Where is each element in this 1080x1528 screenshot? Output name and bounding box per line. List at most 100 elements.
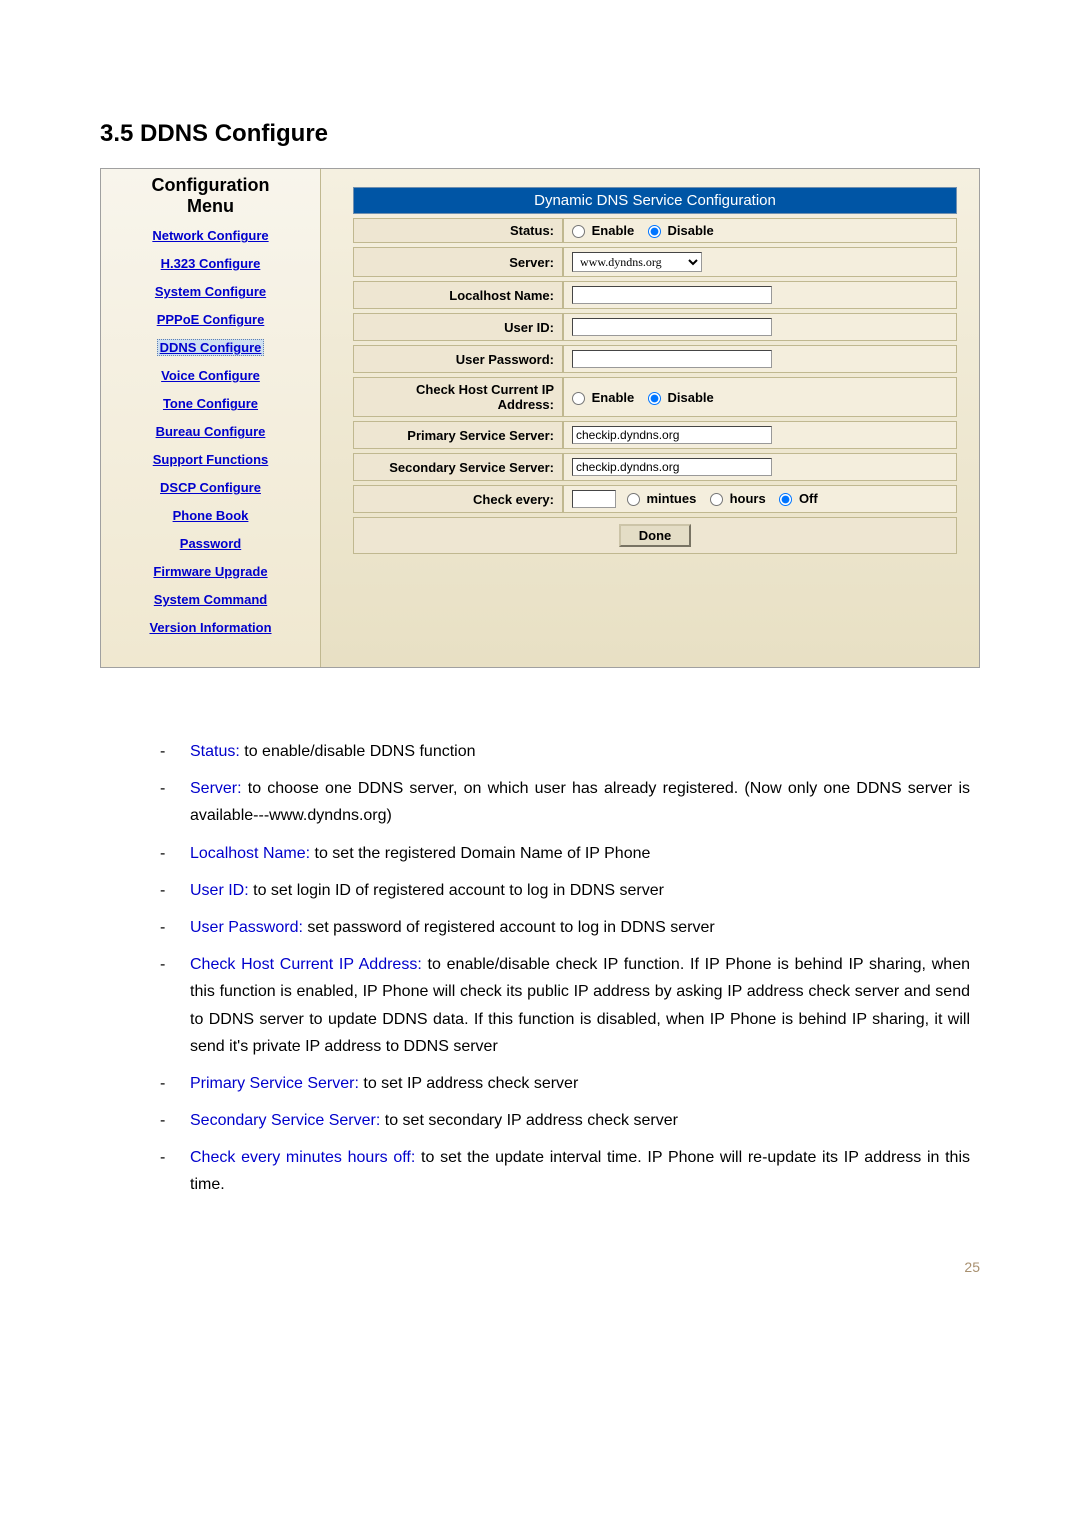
description-term: Check every minutes hours off: xyxy=(190,1149,415,1166)
description-body: to set IP address check server xyxy=(359,1075,578,1092)
sidebar-link[interactable]: Voice Configure xyxy=(161,368,260,383)
status-enable-radio[interactable] xyxy=(572,225,585,238)
sidebar-link[interactable]: Password xyxy=(180,536,241,551)
done-button[interactable]: Done xyxy=(619,524,692,547)
label-checkevery: Check every: xyxy=(353,485,563,513)
sidebar-link[interactable]: System Configure xyxy=(155,284,266,299)
sidebar-item: Tone Configure xyxy=(101,390,320,418)
description-item: -Check every minutes hours off: to set t… xyxy=(160,1144,970,1198)
checkhost-disable-radio[interactable] xyxy=(648,392,661,405)
secondary-input[interactable] xyxy=(572,458,772,476)
sidebar-title: Configuration Menu xyxy=(101,175,320,216)
description-item: -Check Host Current IP Address: to enabl… xyxy=(160,951,970,1060)
checkhost-disable-label: Disable xyxy=(668,390,714,405)
sidebar-link[interactable]: Version Information xyxy=(149,620,271,635)
sidebar-link[interactable]: Phone Book xyxy=(173,508,249,523)
description-term: Localhost Name: xyxy=(190,845,310,862)
row-checkevery: Check every: mintues hours Off xyxy=(353,485,957,513)
sidebar-item: Phone Book xyxy=(101,502,320,530)
sidebar-link[interactable]: Bureau Configure xyxy=(156,424,266,439)
description-body: to set login ID of registered account to… xyxy=(249,882,664,899)
sidebar-link[interactable]: PPPoE Configure xyxy=(157,312,265,327)
sidebar-title-line1: Configuration xyxy=(152,175,270,195)
localhost-input[interactable] xyxy=(572,286,772,304)
sidebar-link[interactable]: System Command xyxy=(154,592,267,607)
config-screenshot: ▲ Configuration Menu Network ConfigureH.… xyxy=(100,168,980,668)
sidebar-link[interactable]: Support Functions xyxy=(153,452,269,467)
sidebar-link[interactable]: Tone Configure xyxy=(163,396,258,411)
label-localhost: Localhost Name: xyxy=(353,281,563,309)
description-text: User Password: set password of registere… xyxy=(190,914,970,941)
description-text: Localhost Name: to set the registered Do… xyxy=(190,840,970,867)
server-select[interactable]: www.dyndns.org xyxy=(572,252,702,272)
label-userid: User ID: xyxy=(353,313,563,341)
description-text: Check every minutes hours off: to set th… xyxy=(190,1144,970,1198)
dash-icon: - xyxy=(160,951,190,1060)
dash-icon: - xyxy=(160,1144,190,1198)
sidebar-title-line2: Menu xyxy=(187,196,234,216)
dash-icon: - xyxy=(160,914,190,941)
row-checkhost: Check Host Current IP Address: Enable Di… xyxy=(353,377,957,417)
description-item: -User Password: set password of register… xyxy=(160,914,970,941)
status-disable-radio[interactable] xyxy=(648,225,661,238)
checkevery-hours-radio[interactable] xyxy=(710,493,723,506)
primary-input[interactable] xyxy=(572,426,772,444)
status-enable-label: Enable xyxy=(592,223,635,238)
description-list: -Status: to enable/disable DDNS function… xyxy=(100,738,980,1199)
dash-icon: - xyxy=(160,840,190,867)
description-text: Primary Service Server: to set IP addres… xyxy=(190,1070,970,1097)
description-term: Check Host Current IP Address: xyxy=(190,956,422,973)
label-secondary: Secondary Service Server: xyxy=(353,453,563,481)
userid-input[interactable] xyxy=(572,318,772,336)
sidebar-item: Voice Configure xyxy=(101,362,320,390)
description-item: -Primary Service Server: to set IP addre… xyxy=(160,1070,970,1097)
checkevery-hours-label: hours xyxy=(730,491,766,506)
sidebar-link[interactable]: Network Configure xyxy=(152,228,268,243)
label-server: Server: xyxy=(353,247,563,277)
row-primary: Primary Service Server: xyxy=(353,421,957,449)
description-body: to enable/disable DDNS function xyxy=(240,743,476,760)
dash-icon: - xyxy=(160,738,190,765)
description-item: -User ID: to set login ID of registered … xyxy=(160,877,970,904)
main-panel: Dynamic DNS Service Configuration Status… xyxy=(321,169,979,667)
sidebar-item: PPPoE Configure xyxy=(101,306,320,334)
sidebar-item: DSCP Configure xyxy=(101,474,320,502)
sidebar-item: DDNS Configure xyxy=(101,334,320,362)
description-term: Primary Service Server: xyxy=(190,1075,359,1092)
sidebar-item: Support Functions xyxy=(101,446,320,474)
sidebar-item: Firmware Upgrade xyxy=(101,558,320,586)
description-text: User ID: to set login ID of registered a… xyxy=(190,877,970,904)
sidebar-link[interactable]: DSCP Configure xyxy=(160,480,261,495)
description-term: Status: xyxy=(190,743,240,760)
sidebar-item: System Command xyxy=(101,586,320,614)
description-body: to set the registered Domain Name of IP … xyxy=(310,845,650,862)
sidebar-item: Password xyxy=(101,530,320,558)
section-heading: 3.5 DDNS Configure xyxy=(100,120,980,148)
row-userpw: User Password: xyxy=(353,345,957,373)
description-text: Server: to choose one DDNS server, on wh… xyxy=(190,775,970,829)
row-server: Server: www.dyndns.org xyxy=(353,247,957,277)
description-term: User Password: xyxy=(190,919,303,936)
description-item: -Localhost Name: to set the registered D… xyxy=(160,840,970,867)
dash-icon: - xyxy=(160,1107,190,1134)
dash-icon: - xyxy=(160,775,190,829)
description-term: Server: xyxy=(190,780,242,797)
userpw-input[interactable] xyxy=(572,350,772,368)
sidebar-item: H.323 Configure xyxy=(101,250,320,278)
checkevery-minutes-radio[interactable] xyxy=(627,493,640,506)
sidebar-link[interactable]: Firmware Upgrade xyxy=(153,564,267,579)
form-table: Status: Enable Disable Server: www.dyndn… xyxy=(353,214,957,558)
sidebar-item: Bureau Configure xyxy=(101,418,320,446)
panel-title: Dynamic DNS Service Configuration xyxy=(353,187,957,214)
sidebar: ▲ Configuration Menu Network ConfigureH.… xyxy=(101,169,321,667)
checkevery-off-radio[interactable] xyxy=(779,493,792,506)
checkhost-enable-radio[interactable] xyxy=(572,392,585,405)
description-text: Secondary Service Server: to set seconda… xyxy=(190,1107,970,1134)
label-userpw: User Password: xyxy=(353,345,563,373)
dash-icon: - xyxy=(160,1070,190,1097)
sidebar-link[interactable]: DDNS Configure xyxy=(157,339,265,356)
sidebar-item: Version Information xyxy=(101,614,320,642)
checkevery-input[interactable] xyxy=(572,490,616,508)
page-number: 25 xyxy=(100,1259,980,1275)
sidebar-link[interactable]: H.323 Configure xyxy=(161,256,261,271)
